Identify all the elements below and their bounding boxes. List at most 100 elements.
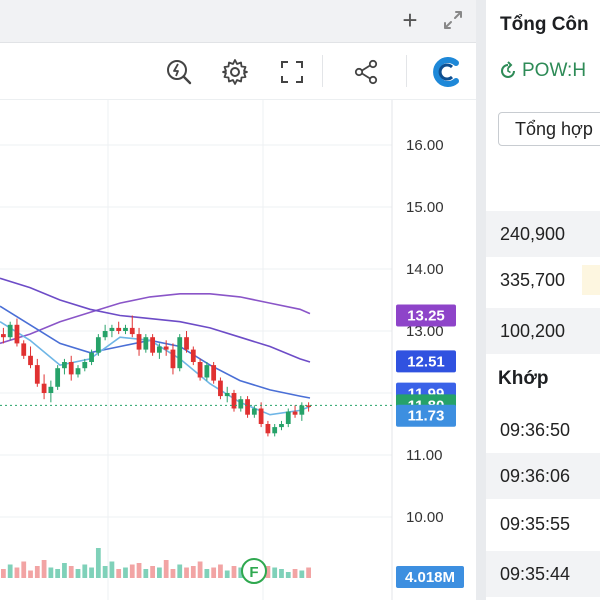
moving-average-line-mid	[0, 277, 311, 363]
y-axis-tick-label: 16.00	[406, 137, 444, 154]
volume-bar	[238, 567, 244, 578]
fullscreen-icon[interactable]	[277, 57, 307, 87]
plus-icon[interactable]: +	[402, 5, 418, 35]
candle-body	[238, 399, 244, 409]
symbol-label[interactable]: POW:H	[498, 60, 586, 82]
volume-bar	[218, 564, 223, 578]
volume-bar	[211, 567, 217, 578]
candle-body	[136, 334, 142, 350]
volume-bar	[68, 566, 74, 578]
candle-body	[163, 346, 169, 350]
time-row: 09:35:55	[500, 514, 571, 534]
matched-section-header: Khớp	[498, 368, 549, 389]
volume-bar	[28, 570, 33, 578]
volume-bar	[136, 563, 142, 578]
price-chart[interactable]: 16.0015.0014.0013.0012.0011.0010.0013.25…	[0, 100, 476, 600]
y-axis-tick-label: 10.00	[406, 509, 444, 526]
candle-body	[55, 368, 61, 387]
y-axis-tick-label: 14.00	[406, 261, 444, 278]
expand-arrows-icon[interactable]	[442, 9, 464, 31]
volume-bar	[89, 567, 94, 578]
candle-body	[14, 324, 20, 344]
volume-bar	[224, 570, 230, 578]
volume-tag-label: 4.018M	[405, 569, 455, 586]
volume-bar	[102, 566, 108, 578]
candle-body	[34, 365, 40, 384]
volume-bar	[75, 569, 81, 578]
candle-body	[157, 346, 162, 353]
y-axis-tick-label: 15.00	[406, 199, 444, 216]
toolbar-separator	[406, 55, 407, 87]
price-tag-label: 12.51	[407, 353, 445, 370]
refresh-clock-icon	[501, 61, 515, 78]
volume-bar	[265, 566, 271, 578]
volume-bar	[157, 567, 162, 578]
volume-bar	[55, 569, 61, 578]
volume-bar	[95, 548, 101, 578]
candle-body	[265, 424, 271, 434]
volume-bar	[177, 564, 183, 578]
settings-gear-icon[interactable]	[220, 57, 250, 87]
volume-bar	[204, 569, 210, 578]
volume-bar	[143, 569, 149, 578]
chart-toolbar	[0, 43, 476, 100]
quick-analysis-icon[interactable]	[164, 57, 194, 87]
moving-average-line-long	[0, 293, 311, 345]
candle-body	[82, 362, 88, 369]
share-icon[interactable]	[351, 57, 381, 87]
volume-bar	[197, 561, 203, 578]
summary-button[interactable]: Tổng hợp	[498, 112, 600, 146]
volume-row: 240,900	[486, 211, 600, 257]
volume-bar	[62, 563, 67, 578]
volume-bar	[82, 564, 88, 578]
candle-body	[211, 365, 217, 381]
volume-bar	[21, 561, 27, 578]
volume-bar	[123, 567, 128, 578]
volume-bar	[163, 560, 169, 578]
event-marker-icon[interactable]	[241, 558, 267, 584]
time-row: 09:35:44	[486, 551, 600, 597]
candle-body	[75, 368, 81, 375]
volume-bar	[279, 569, 284, 578]
candle-body	[184, 337, 189, 350]
event-marker-label: F	[249, 564, 258, 581]
candle-body	[245, 399, 250, 415]
candle-body	[197, 362, 203, 378]
symbol-text: POW:H	[522, 60, 587, 81]
candle-body	[109, 327, 115, 331]
panel-divider[interactable]	[476, 0, 486, 600]
chart-tab-bar: +	[0, 0, 476, 43]
candle-body	[21, 343, 27, 356]
candle-body	[129, 327, 135, 335]
volume-bar	[48, 567, 54, 578]
highlight-cell	[582, 265, 600, 295]
volume-bar	[170, 569, 176, 578]
candle-body	[28, 355, 33, 366]
volume-bar	[116, 569, 122, 578]
volume-bar	[231, 566, 237, 578]
price-tag	[396, 350, 456, 373]
candle-body	[218, 380, 223, 397]
price-tag-label: 11.73	[408, 408, 445, 425]
candle-body	[204, 365, 210, 378]
price-tag-label: 13.25	[407, 308, 445, 325]
volume-bar	[285, 572, 291, 578]
candle-body	[306, 405, 311, 407]
volume-bar	[306, 567, 311, 578]
y-axis-tick-label: 13.00	[406, 323, 444, 340]
candle-body	[41, 383, 47, 393]
candle-body	[102, 331, 108, 338]
candle-body	[143, 337, 149, 350]
candle-body	[68, 362, 74, 375]
candle-body	[272, 427, 278, 434]
price-tag	[396, 404, 456, 427]
candle-body	[279, 424, 284, 428]
candle-body	[48, 386, 54, 393]
time-row: 09:36:06	[486, 453, 600, 499]
volume-bar	[1, 569, 6, 578]
volume-bar	[299, 570, 305, 578]
volume-bar	[150, 566, 155, 578]
candle-body	[285, 411, 291, 424]
volume-bar	[129, 564, 135, 578]
